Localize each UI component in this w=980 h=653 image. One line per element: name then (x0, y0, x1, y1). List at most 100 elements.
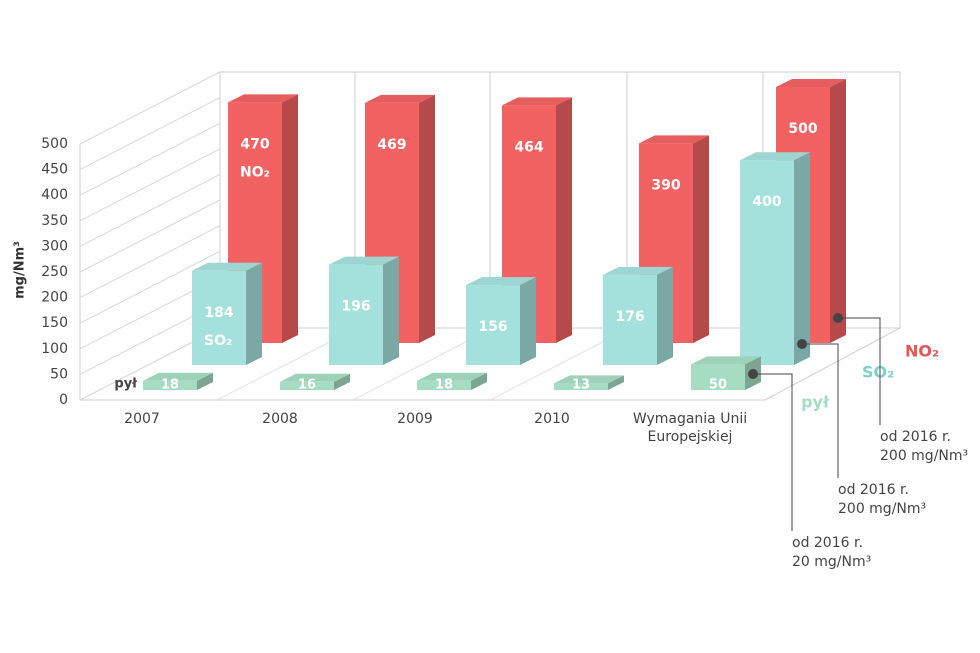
y-tick-label: 250 (41, 264, 68, 280)
legend-label: pył (801, 393, 830, 412)
x-tick-label: 2010 (534, 411, 570, 427)
bar (466, 285, 520, 365)
bar-side (794, 152, 810, 365)
bar-side (830, 79, 846, 343)
y-tick-label: 100 (41, 341, 68, 357)
y-tick-label: 150 (41, 315, 68, 331)
bar-side (383, 256, 399, 365)
bar-top (192, 262, 262, 271)
grid-line (79, 122, 221, 196)
legend-label: SO₂ (862, 363, 894, 382)
bar-top (776, 79, 846, 87)
annotation: od 2016 r. (792, 535, 863, 551)
grid-line (79, 173, 221, 247)
bar-side (282, 94, 298, 343)
y-tick-label: 450 (41, 162, 68, 178)
leader-line (802, 343, 839, 478)
legend-label: NO₂ (905, 342, 939, 361)
value-label: 184 (204, 305, 233, 321)
bar (691, 364, 745, 390)
grid-line (79, 199, 221, 273)
bar-top (466, 277, 536, 286)
bar-top (365, 94, 435, 103)
bar-top (603, 266, 673, 275)
value-label: 469 (377, 137, 406, 153)
value-label: 50 (709, 378, 727, 393)
bar-top (143, 372, 213, 381)
value-label: 16 (298, 378, 316, 393)
floor-right (764, 327, 901, 401)
bar-side (197, 372, 213, 390)
value-label: 390 (651, 177, 680, 193)
annotation: 20 mg/Nm³ (792, 554, 871, 570)
bar-side (556, 97, 572, 343)
bar-top (691, 356, 761, 365)
annotation: od 2016 r. (838, 482, 909, 498)
y-tick-label: 350 (41, 213, 68, 229)
x-tick-label: Wymagania Unii Europejskiej (632, 411, 748, 445)
value-label: 500 (788, 121, 817, 137)
grid-line (79, 225, 221, 299)
leader-line (838, 317, 881, 425)
value-label: 196 (341, 299, 370, 315)
y-tick-label: 500 (41, 136, 68, 152)
bar-side (419, 94, 435, 343)
y-tick-label: 200 (41, 290, 68, 306)
series-label: pył (114, 377, 138, 392)
annotation: od 2016 r. (880, 429, 951, 445)
bar-side (693, 135, 709, 343)
bar-top (740, 152, 810, 161)
y-tick-label: 50 (50, 366, 68, 382)
bar (280, 381, 334, 390)
bar-top (228, 94, 298, 103)
bar-top (417, 372, 487, 381)
value-label: 156 (478, 319, 507, 335)
series-label: SO₂ (204, 333, 232, 349)
annotation: 200 mg/Nm³ (880, 448, 968, 464)
leader-dot (748, 369, 758, 379)
bar (417, 380, 471, 390)
x-tick-label: 2009 (397, 411, 433, 427)
value-label: 18 (161, 378, 179, 393)
bar-top (502, 97, 572, 106)
bar-top (280, 373, 350, 382)
bar (554, 383, 608, 390)
value-label: 176 (615, 309, 644, 325)
annotation: 200 mg/Nm³ (838, 501, 926, 517)
y-tick-label: 0 (59, 392, 68, 408)
x-tick-label: 2008 (262, 411, 298, 427)
bar-side (334, 373, 350, 390)
value-label: 400 (752, 194, 781, 210)
y-tick-label: 400 (41, 187, 68, 203)
bar (143, 380, 197, 390)
value-label: 470 (240, 136, 269, 152)
bar (192, 270, 246, 365)
bar-side (471, 372, 487, 390)
bar-top (639, 135, 709, 144)
bar (740, 160, 794, 365)
value-label: 464 (514, 139, 543, 155)
bar (603, 274, 657, 365)
value-label: 18 (435, 378, 453, 393)
grid-line (79, 97, 221, 171)
leader-dot (833, 313, 843, 323)
leader-line (753, 373, 793, 531)
bar-side (657, 266, 673, 365)
bar (329, 264, 383, 365)
bar-side (608, 375, 624, 390)
bar-side (520, 277, 536, 365)
bar-top (554, 375, 624, 384)
y-tick-label: 300 (41, 238, 68, 254)
bar-top (329, 256, 399, 265)
x-tick-label: 2007 (124, 411, 160, 427)
y-axis-label: mg/Nm³ (13, 241, 28, 299)
grid-line (79, 148, 221, 222)
value-label: 13 (572, 378, 590, 393)
leader-dot (797, 339, 807, 349)
grid-line (79, 71, 221, 145)
series-label: NO₂ (240, 164, 270, 180)
bar-side (246, 262, 262, 365)
grid-line (79, 250, 221, 324)
